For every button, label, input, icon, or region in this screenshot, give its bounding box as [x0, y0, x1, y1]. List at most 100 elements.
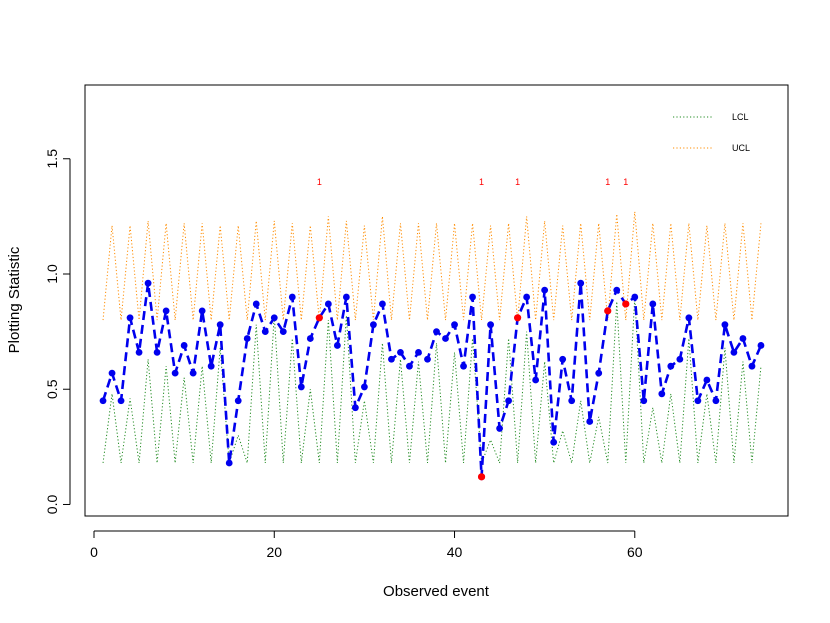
statistic-point: [288, 293, 296, 301]
signal-label: 1: [623, 177, 628, 187]
statistic-point: [541, 286, 549, 294]
statistic-point: [415, 348, 422, 356]
statistic-point: [505, 397, 512, 405]
signal-point: [514, 314, 522, 322]
legend: LCL UCL: [673, 112, 750, 153]
statistic-point: [487, 321, 494, 329]
x-tick-label: 60: [627, 544, 643, 560]
statistic-point: [757, 342, 765, 349]
legend-label-lcl: LCL: [732, 112, 749, 122]
signal-point: [622, 300, 630, 308]
statistic-point: [189, 369, 197, 377]
statistic-point: [685, 314, 693, 322]
statistic-point: [270, 314, 278, 322]
statistic-point: [252, 300, 260, 308]
statistic-point: [550, 438, 558, 446]
signal-label: 1: [479, 177, 484, 187]
y-tick-label: 0.5: [44, 379, 60, 399]
statistic-point: [397, 348, 404, 356]
statistic-point: [126, 314, 134, 322]
statistic-point: [631, 293, 639, 301]
statistic-point: [370, 321, 377, 329]
signal-label: 1: [605, 177, 610, 187]
statistic-point: [667, 362, 675, 370]
statistic-point: [568, 397, 576, 405]
ucl-line: [102, 211, 762, 321]
statistic-point: [442, 335, 449, 342]
signal-point: [477, 473, 486, 481]
legend-label-ucl: UCL: [732, 143, 750, 153]
statistic-point: [649, 300, 657, 308]
statistic-point: [640, 397, 648, 405]
y-axis: 0.0 0.5 1.0 1.5: [44, 149, 71, 515]
statistic-point: [595, 369, 603, 377]
statistic-point: [225, 459, 233, 467]
statistic-point: [279, 328, 287, 336]
y-tick-label: 1.0: [44, 264, 60, 284]
statistic-point: [144, 279, 152, 287]
statistic-point: [198, 307, 206, 315]
statistic-point: [559, 355, 567, 363]
statistic-point: [469, 293, 476, 301]
statistic-point: [379, 300, 386, 308]
x-axis: 0 20 40 60: [90, 530, 643, 560]
x-tick-label: 0: [90, 544, 98, 560]
statistic-point: [658, 390, 666, 398]
statistic-point: [460, 362, 467, 370]
statistic-point: [523, 293, 531, 301]
statistic-point: [117, 397, 125, 405]
x-tick-label: 40: [447, 544, 463, 560]
statistic-point: [243, 335, 251, 342]
statistic-point: [351, 404, 359, 412]
statistic-line: [101, 281, 763, 479]
statistic-point: [342, 293, 350, 301]
statistic-point: [532, 376, 540, 384]
statistic-point: [586, 418, 594, 425]
statistic-point: [451, 321, 458, 329]
signal-point: [604, 307, 612, 315]
statistic-point: [739, 335, 747, 342]
statistic-point: [676, 355, 684, 363]
signal-label: 1: [317, 177, 322, 187]
statistic-point: [306, 335, 314, 342]
y-tick-label: 1.5: [44, 149, 60, 169]
statistic-point: [99, 397, 107, 405]
statistic-point: [261, 328, 269, 336]
signal-points: 1 1 1 1 1: [315, 177, 630, 481]
statistic-point: [433, 328, 440, 336]
statistic-point: [333, 342, 341, 349]
statistic-point: [297, 383, 305, 391]
statistic-point: [694, 397, 702, 405]
plot-frame: [84, 84, 789, 517]
statistic-point: [748, 362, 756, 370]
lcl-series: [102, 297, 762, 464]
ucl-series: [102, 211, 762, 321]
statistic-point: [388, 355, 395, 363]
lcl-line: [102, 297, 762, 464]
statistic-point: [703, 376, 711, 384]
x-tick-label: 20: [266, 544, 282, 560]
statistic-point: [234, 397, 242, 405]
statistic-point: [180, 342, 188, 349]
signal-label: 1: [515, 177, 520, 187]
statistic-point: [324, 300, 332, 308]
statistic-point: [406, 362, 413, 370]
statistic-point: [613, 286, 621, 294]
statistic-point: [135, 348, 143, 356]
signal-point: [315, 314, 323, 322]
statistic-point: [153, 348, 161, 356]
statistic-point: [496, 425, 503, 432]
statistic-point: [171, 369, 179, 377]
statistic-point: [216, 321, 224, 329]
x-axis-title: Observed event: [383, 583, 490, 600]
statistic-point: [207, 362, 215, 370]
statistic-point: [721, 321, 729, 329]
statistic-point: [577, 279, 585, 287]
y-axis-title: Plotting Statistic: [6, 246, 23, 353]
y-tick-label: 0.0: [44, 495, 60, 515]
statistic-point: [361, 383, 368, 391]
statistic-point: [108, 369, 116, 377]
statistic-point: [424, 355, 431, 363]
